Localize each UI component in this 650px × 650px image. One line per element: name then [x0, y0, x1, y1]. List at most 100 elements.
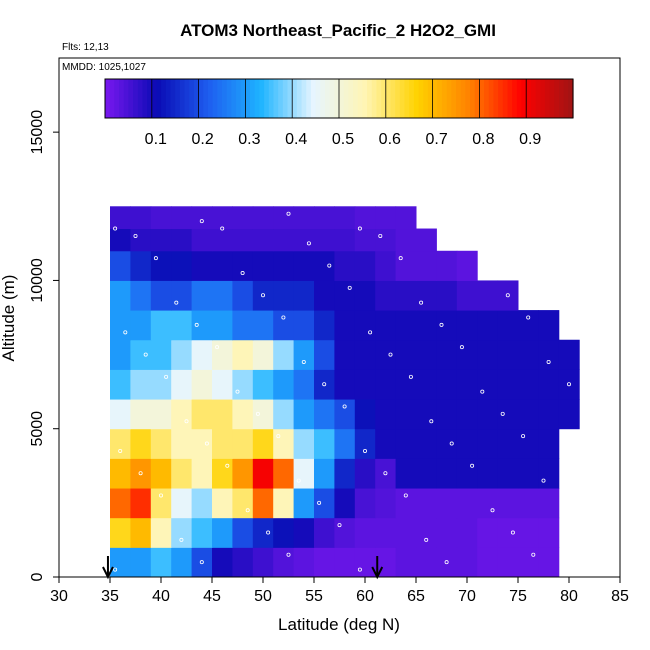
heatmap-cell [314, 369, 335, 400]
heatmap-cell [130, 458, 152, 489]
sample-point [510, 530, 515, 535]
heatmap-cell [293, 280, 315, 311]
colorbar-swatch [179, 79, 186, 118]
heatmap-cell [375, 369, 397, 400]
heatmap-cell [191, 547, 213, 578]
colorbar-swatch [479, 79, 485, 118]
heatmap-cell [252, 458, 274, 489]
heatmap-cell [375, 428, 397, 459]
sample-point [526, 315, 531, 320]
colorbar-swatch [399, 79, 406, 118]
sample-point [286, 211, 291, 216]
sample-point [240, 271, 245, 276]
heatmap-cell [314, 339, 335, 370]
heatmap-cell [314, 250, 335, 281]
colorbar-swatch [432, 79, 438, 118]
sample-point [521, 434, 526, 439]
colorbar-swatch [549, 79, 555, 118]
sample-point [143, 352, 148, 357]
x-tick-label: 60 [356, 588, 374, 605]
heatmap-cell [518, 428, 539, 459]
colorbar-swatch [348, 79, 354, 118]
colorbar-swatch [535, 79, 541, 118]
heatmap-cell [232, 310, 254, 341]
heatmap-cell [497, 399, 519, 430]
sample-point [220, 226, 225, 231]
heatmap-cell [252, 428, 274, 459]
chart-title: ATOM3 Northeast_Pacific_2 H2O2_GMI [180, 21, 496, 40]
heatmap-cell [395, 280, 417, 311]
heatmap-cell [150, 369, 172, 400]
heatmap-cell [395, 369, 417, 400]
heatmap-cell [110, 458, 131, 489]
heatmap-cell [395, 206, 417, 230]
sample-point [541, 478, 546, 483]
heatmap-cell [293, 488, 315, 519]
colorbar-swatch [105, 79, 111, 118]
heatmap-cell [130, 399, 152, 430]
y-tick-label: 10000 [29, 258, 46, 303]
sample-point [286, 552, 291, 557]
colorbar-swatch [198, 79, 204, 118]
sample-point [123, 330, 128, 335]
heatmap-cell [150, 399, 172, 430]
heatmap-cell [191, 399, 213, 430]
heatmap-cell [416, 339, 437, 370]
heatmap-cell [334, 369, 356, 400]
colorbar-swatch [287, 79, 293, 118]
heatmap-cell [518, 369, 539, 400]
colorbar-swatch [409, 79, 415, 118]
heatmap-cell [212, 547, 233, 578]
heatmap-cell [150, 517, 172, 548]
colorbar-swatch [441, 79, 448, 118]
heatmap-cell [252, 399, 274, 430]
heatmap-cell [130, 250, 152, 281]
colorbar-tick-label: 0.9 [519, 131, 541, 148]
sample-point [419, 300, 424, 305]
heatmap-cell [334, 280, 356, 311]
heatmap-cell [130, 428, 152, 459]
heatmap-cell [252, 547, 274, 578]
heatmap-cell [232, 206, 254, 230]
heatmap-cell [477, 458, 499, 489]
heatmap-cell [212, 310, 233, 341]
heatmap-cell [375, 399, 397, 430]
heatmap-cell [436, 488, 458, 519]
heatmap-cell [252, 280, 274, 311]
sample-point [266, 530, 271, 535]
heatmap-cell [150, 280, 172, 311]
heatmap-cell [273, 206, 295, 230]
heatmap-cell [354, 228, 376, 252]
heatmap-cell [518, 399, 539, 430]
heatmap-cell [293, 228, 315, 252]
heatmap-cell [110, 280, 131, 311]
sample-point [199, 560, 204, 565]
heatmap-cell [314, 280, 335, 311]
heatmap-cell [273, 339, 295, 370]
colorbar-swatch [245, 79, 251, 118]
colorbar-swatch [385, 79, 392, 118]
heatmap-cell [130, 280, 152, 311]
heatmap-cell [477, 310, 499, 341]
colorbar-tick-label: 0.6 [379, 131, 401, 148]
heatmap-cell [354, 339, 376, 370]
sample-point [500, 411, 505, 416]
heatmap-cell [477, 369, 499, 400]
heatmap-cell [375, 488, 397, 519]
heatmap-cell [212, 517, 233, 548]
colorbar-swatch [456, 79, 462, 118]
colorbar-swatch [540, 79, 546, 118]
colorbar-swatch [320, 79, 326, 118]
heatmap-cell [395, 547, 417, 578]
colorbar-swatch [544, 79, 551, 118]
heatmap-cell [456, 339, 478, 370]
heatmap-cell [293, 428, 315, 459]
sample-point [378, 233, 383, 238]
sample-point [301, 359, 306, 364]
colorbar-swatch [526, 79, 532, 118]
heatmap-cell [334, 339, 356, 370]
colorbar-swatch [282, 79, 289, 118]
heatmap-cell [212, 250, 233, 281]
colorbar-swatch [498, 79, 504, 118]
sample-point [459, 345, 464, 350]
